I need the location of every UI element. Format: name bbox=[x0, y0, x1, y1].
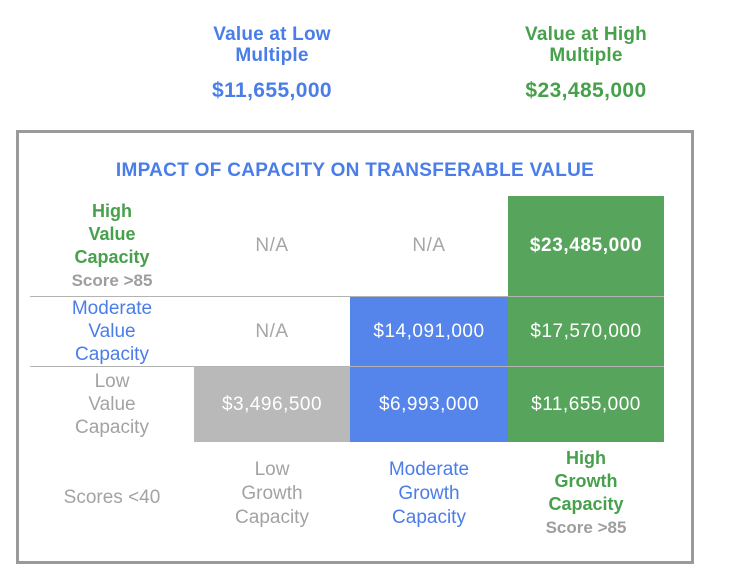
cell-value: $6,993,000 bbox=[378, 393, 480, 415]
value-at-low-multiple-amount: $11,655,000 bbox=[211, 79, 333, 102]
matrix-cell-highlight-green: $11,655,000 bbox=[508, 367, 664, 442]
cell-value: $14,091,000 bbox=[373, 320, 485, 342]
row-score-note: Score >85 bbox=[71, 271, 153, 290]
value-at-high-multiple-label: Value at High Multiple bbox=[486, 24, 686, 66]
matrix-row-moderate-value: Moderate Value Capacity N/A $14,091,000 … bbox=[30, 297, 664, 367]
column-label-low-growth: Low Growth Capacity bbox=[194, 458, 350, 530]
label-line: Value bbox=[88, 224, 136, 244]
cell-value: $23,485,000 bbox=[529, 235, 643, 256]
column-label-moderate-growth: Moderate Growth Capacity bbox=[350, 458, 508, 530]
capacity-matrix-box: IMPACT OF CAPACITY ON TRANSFERABLE VALUE… bbox=[16, 130, 694, 564]
cell-value: N/A bbox=[255, 320, 289, 342]
matrix-cell: N/A bbox=[194, 196, 350, 296]
column-score-note: Score >85 bbox=[545, 518, 627, 537]
cell-value: N/A bbox=[255, 235, 289, 256]
row-label-low-value-capacity: Low Value Capacity bbox=[30, 367, 194, 442]
column-label-high-growth: High Growth Capacity Score >85 bbox=[508, 447, 664, 539]
label-line: Capacity bbox=[75, 344, 149, 365]
label-line: Growth bbox=[241, 483, 303, 504]
matrix-title: IMPACT OF CAPACITY ON TRANSFERABLE VALUE bbox=[115, 160, 595, 181]
value-at-high-multiple-amount: $23,485,000 bbox=[525, 79, 647, 102]
value-at-high-multiple-summary: Value at High Multiple $23,485,000 bbox=[486, 24, 686, 103]
row-label-moderate-value-capacity: Moderate Value Capacity bbox=[30, 297, 194, 366]
cell-value: $11,655,000 bbox=[531, 393, 641, 415]
matrix-cell-highlight-blue: $6,993,000 bbox=[350, 367, 508, 442]
label-line: Low bbox=[94, 371, 130, 392]
label-line: Capacity bbox=[548, 494, 624, 514]
matrix-row-high-value: High Value Capacity Score >85 N/A N/A $2… bbox=[30, 196, 664, 297]
label-line: High bbox=[566, 448, 606, 468]
label-line: Capacity bbox=[74, 247, 150, 267]
label-line: Capacity bbox=[235, 507, 309, 528]
row-label-text: Moderate Value Capacity bbox=[72, 297, 152, 366]
label-line: Value bbox=[88, 321, 136, 342]
row-label-text: Low Value Capacity bbox=[75, 370, 149, 439]
matrix-cell: N/A bbox=[194, 297, 350, 366]
row-label-high-value-capacity: High Value Capacity Score >85 bbox=[30, 196, 194, 296]
value-at-low-multiple-label: Value at Low Multiple bbox=[172, 24, 372, 66]
matrix-column-labels: Scores <40 Low Growth Capacity Moderate … bbox=[30, 442, 664, 539]
label-line: Moderate bbox=[71, 298, 153, 319]
row-label-text: High Value Capacity bbox=[74, 200, 149, 269]
value-at-low-multiple-summary: Value at Low Multiple $11,655,000 bbox=[172, 24, 372, 103]
label-line: Growth bbox=[554, 471, 618, 491]
matrix-cell-highlight-green: $23,485,000 bbox=[508, 196, 664, 296]
label-line: Value at High bbox=[525, 24, 647, 45]
label-line: Capacity bbox=[75, 417, 149, 438]
label-line: Multiple bbox=[235, 45, 309, 66]
label-line: Value bbox=[88, 394, 136, 415]
label-line: Capacity bbox=[392, 507, 466, 528]
matrix-cell-highlight-blue: $14,091,000 bbox=[350, 297, 508, 366]
matrix-cell-highlight-green: $17,570,000 bbox=[508, 297, 664, 366]
label-line: Multiple bbox=[549, 45, 623, 66]
matrix-cell: N/A bbox=[350, 196, 508, 296]
column-label-scores: Scores <40 bbox=[63, 487, 161, 508]
label-line: High bbox=[91, 201, 132, 221]
label-line: Moderate bbox=[388, 459, 470, 480]
matrix-row-low-value: Low Value Capacity $3,496,500 $6,993,000… bbox=[30, 367, 664, 442]
cell-value: $3,496,500 bbox=[221, 393, 323, 415]
capacity-matrix: High Value Capacity Score >85 N/A N/A $2… bbox=[30, 196, 664, 539]
matrix-cell-highlight-gray: $3,496,500 bbox=[194, 367, 350, 442]
cell-value: N/A bbox=[412, 235, 446, 256]
label-line: Growth bbox=[398, 483, 460, 504]
cell-value: $17,570,000 bbox=[530, 320, 642, 342]
label-line: Low bbox=[254, 459, 290, 480]
label-line: Value at Low bbox=[213, 24, 331, 45]
